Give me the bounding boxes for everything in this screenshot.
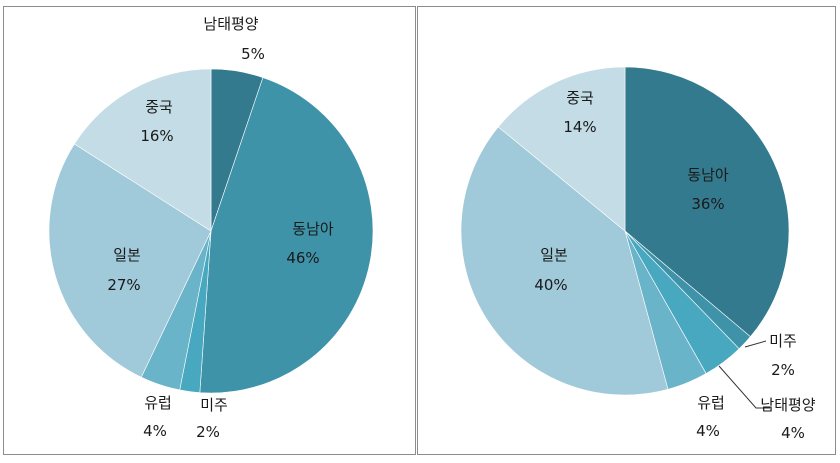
left-slice-label: 동남아 <box>292 220 334 238</box>
right-leader-line <box>718 365 770 409</box>
left-pie-slice <box>48 143 212 378</box>
left-chart-panel: 남태평양 5% 동남아 46% 미주 2% 유럽 4% 일본 27% 중국 16% <box>3 6 416 455</box>
left-slice-percent: 5% <box>241 45 265 63</box>
left-slice-percent: 4% <box>143 422 167 440</box>
right-slice-percent: 4% <box>781 424 805 442</box>
right-slice-label: 미주 <box>769 332 797 350</box>
right-slice-label: 남태평양 <box>760 396 815 414</box>
left-pie-slice <box>73 68 212 232</box>
left-slice-label: 남태평양 <box>203 15 258 33</box>
left-pie-slice <box>199 77 374 394</box>
right-slice-percent: 4% <box>696 422 720 440</box>
right-slice-percent: 14% <box>563 118 596 136</box>
left-slice-percent: 27% <box>107 276 140 294</box>
right-pie-slice <box>460 126 669 396</box>
right-slice-label: 동남아 <box>687 166 729 184</box>
left-slice-label: 일본 <box>113 246 141 264</box>
left-slice-percent: 16% <box>140 127 173 145</box>
right-slice-percent: 2% <box>771 361 795 379</box>
left-slice-percent: 2% <box>196 423 220 441</box>
left-slice-label: 유럽 <box>144 394 172 412</box>
right-leader-line <box>744 340 767 348</box>
right-pie-slice <box>624 66 790 338</box>
left-slice-percent: 46% <box>286 249 319 267</box>
right-slice-label: 일본 <box>540 246 568 264</box>
right-pie-slice <box>497 66 626 232</box>
right-chart-panel: 동남아 36% 미주 2% 남태평양 4% 유럽 4% 일본 40% 중국 14% <box>417 6 836 455</box>
right-slice-percent: 40% <box>534 276 567 294</box>
right-slice-label: 중국 <box>566 89 594 107</box>
right-slice-label: 유럽 <box>697 394 725 412</box>
right-pie-chart: 동남아 36% 미주 2% 남태평양 4% 유럽 4% 일본 40% 중국 14% <box>460 66 816 442</box>
left-pie-chart: 남태평양 5% 동남아 46% 미주 2% 유럽 4% 일본 27% 중국 16% <box>48 15 374 441</box>
right-slice-percent: 36% <box>691 195 724 213</box>
left-slice-label: 중국 <box>145 98 173 116</box>
left-slice-label: 미주 <box>200 396 228 414</box>
